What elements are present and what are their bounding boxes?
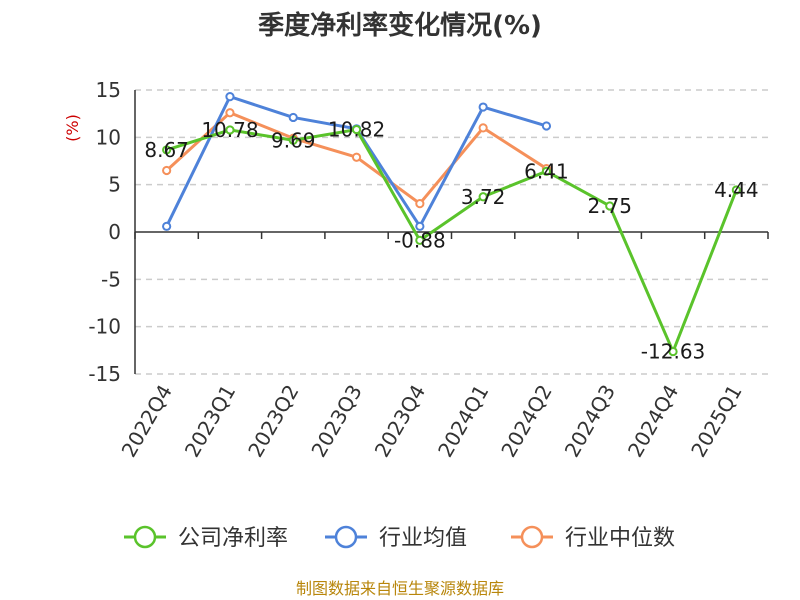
data-label: 10.78: [201, 118, 258, 142]
y-tick-label: -10: [88, 315, 121, 339]
data-point: [225, 125, 235, 135]
data-label: -0.88: [394, 228, 446, 252]
source-note: 制图数据来自恒生聚源数据库: [296, 579, 504, 598]
data-point: [225, 108, 235, 118]
data-point: [541, 121, 552, 131]
x-tick-label: 2022Q4: [117, 381, 177, 462]
legend: 公司净利率 行业均值 行业中位数: [124, 525, 675, 551]
legend-label: 行业均值: [379, 526, 467, 551]
data-label: 4.44: [714, 178, 759, 202]
data-label: 2.75: [587, 194, 632, 218]
legend-marker: [520, 525, 544, 549]
x-tick-label: 2024Q1: [433, 381, 493, 462]
y-tick-label: 15: [96, 78, 121, 102]
x-tick-label: 2024Q2: [496, 381, 556, 462]
x-tick-label: 2024Q4: [623, 381, 683, 462]
x-tick-label: 2025Q1: [686, 381, 746, 462]
data-point: [162, 145, 172, 155]
x-tick-label: 2023Q1: [180, 381, 240, 462]
data-label: 8.67: [144, 138, 189, 162]
data-point: [668, 346, 678, 357]
x-tick-label: 2023Q4: [370, 381, 430, 462]
series: [162, 92, 741, 357]
data-label: 6.41: [524, 159, 569, 183]
x-tick-label: 2023Q3: [306, 381, 366, 462]
data-point: [415, 235, 425, 245]
data-point: [288, 135, 298, 145]
data-point: [162, 221, 172, 231]
data-point: [415, 221, 425, 231]
data-point: [162, 165, 172, 176]
data-point: [478, 123, 488, 133]
x-tick-label: 2024Q3: [560, 381, 620, 462]
data-point: [478, 102, 488, 112]
data-point: [415, 199, 425, 209]
data-point: [288, 112, 298, 123]
x-tick-label: 2023Q2: [243, 381, 303, 462]
data-point: [605, 201, 615, 211]
data-label: -12.63: [641, 340, 705, 364]
data-point: [351, 124, 362, 135]
data-point: [731, 185, 741, 195]
legend-label: 公司净利率: [178, 526, 288, 551]
data-point: [541, 166, 552, 176]
data-label: 3.72: [461, 185, 506, 209]
y-tick-label: -15: [88, 362, 121, 386]
data-labels: 8.67 10.78 9.69 10.82 -0.88 3.72 6.41 2.75 -12.6…: [144, 118, 758, 364]
y-tick-label: 5: [108, 173, 121, 197]
series-line: [166, 128, 738, 354]
legend-marker: [133, 525, 157, 549]
data-point: [478, 192, 488, 202]
data-point: [225, 92, 235, 102]
chart-title: 季度净利率变化情况(%): [258, 10, 542, 41]
legend-marker: [334, 525, 358, 549]
y-axis-label: (%): [63, 114, 82, 142]
y-tick-label: 0: [108, 220, 121, 244]
y-tick-label: -5: [101, 267, 121, 291]
data-label: 9.69: [271, 128, 316, 152]
legend-label: 行业中位数: [565, 526, 675, 551]
data-label: 10.82: [328, 118, 385, 142]
data-point: [351, 152, 362, 162]
y-tick-label: 10: [96, 125, 121, 149]
